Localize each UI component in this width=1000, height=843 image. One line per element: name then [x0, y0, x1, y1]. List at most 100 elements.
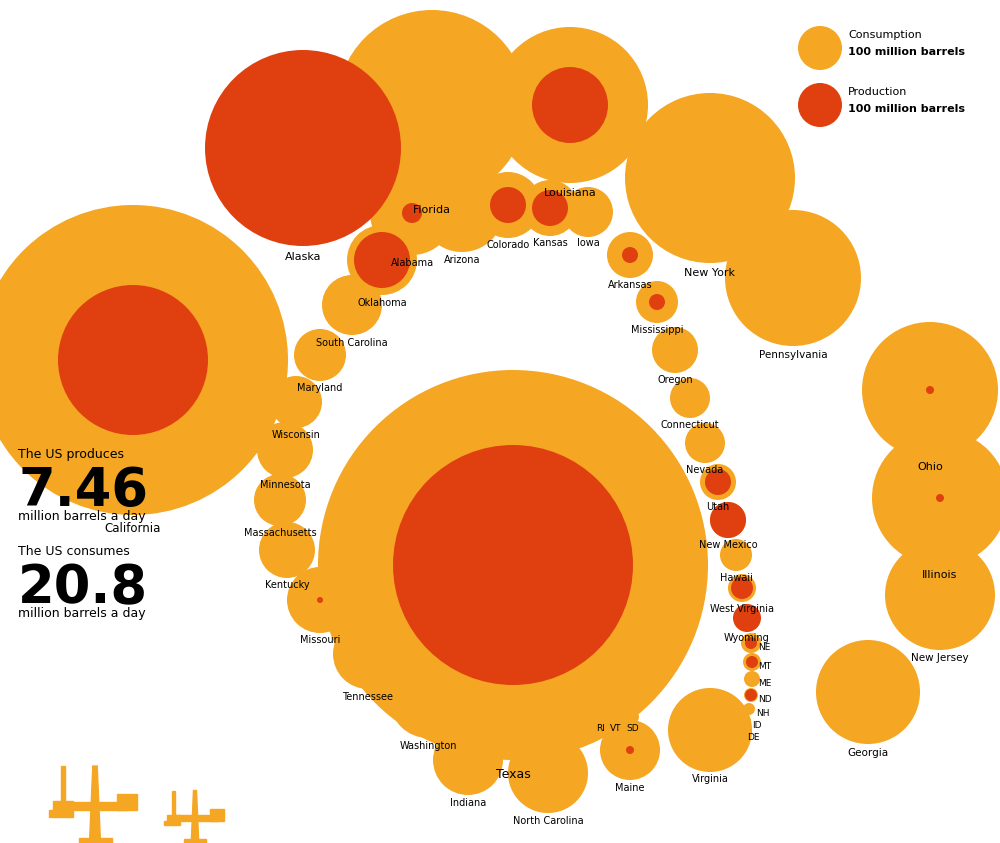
Text: Illinois: Illinois	[922, 570, 958, 580]
Circle shape	[926, 386, 934, 394]
Text: Ohio: Ohio	[917, 462, 943, 472]
Polygon shape	[184, 840, 206, 843]
Circle shape	[745, 637, 757, 649]
Circle shape	[318, 370, 708, 760]
Circle shape	[744, 671, 760, 687]
Circle shape	[720, 539, 752, 571]
Circle shape	[287, 567, 353, 633]
Circle shape	[739, 715, 751, 727]
Polygon shape	[49, 810, 73, 817]
Text: North Carolina: North Carolina	[513, 816, 583, 826]
Circle shape	[705, 469, 731, 495]
Text: Consumption: Consumption	[848, 30, 922, 40]
Text: Connecticut: Connecticut	[661, 420, 719, 430]
Circle shape	[607, 232, 653, 278]
Circle shape	[734, 727, 746, 739]
Text: 7.46: 7.46	[18, 465, 148, 517]
Circle shape	[611, 712, 621, 722]
Text: South Carolina: South Carolina	[316, 338, 388, 348]
Text: Virginia: Virginia	[692, 774, 728, 784]
Text: New York: New York	[684, 268, 736, 278]
Polygon shape	[210, 809, 224, 820]
Circle shape	[347, 225, 417, 295]
Text: Arkansas: Arkansas	[608, 280, 652, 290]
Text: SD: SD	[627, 724, 639, 733]
Circle shape	[685, 423, 725, 463]
Text: million barrels a day: million barrels a day	[18, 607, 146, 620]
Text: West Virginia: West Virginia	[710, 604, 774, 614]
Text: New Mexico: New Mexico	[699, 540, 757, 550]
Circle shape	[259, 522, 315, 578]
Circle shape	[433, 725, 503, 795]
Circle shape	[532, 190, 568, 226]
Text: NH: NH	[756, 709, 770, 718]
Circle shape	[596, 712, 606, 722]
Polygon shape	[78, 837, 112, 843]
Circle shape	[390, 662, 466, 738]
Circle shape	[205, 50, 401, 246]
Text: MT: MT	[758, 662, 771, 671]
Text: Minnesota: Minnesota	[260, 480, 310, 490]
Circle shape	[393, 445, 633, 685]
Circle shape	[733, 604, 761, 632]
Circle shape	[420, 168, 504, 252]
Text: The US consumes: The US consumes	[18, 545, 130, 558]
Text: Iowa: Iowa	[577, 238, 599, 248]
Circle shape	[741, 633, 761, 653]
Text: The US produces: The US produces	[18, 448, 124, 461]
Text: Pennsylvania: Pennsylvania	[759, 350, 827, 360]
Text: Utah: Utah	[706, 502, 730, 512]
Circle shape	[746, 656, 758, 668]
Circle shape	[731, 577, 753, 599]
Polygon shape	[172, 791, 175, 814]
Text: ID: ID	[752, 721, 762, 730]
Circle shape	[492, 27, 648, 183]
Circle shape	[490, 187, 526, 223]
Circle shape	[626, 746, 634, 754]
Text: DE: DE	[747, 733, 760, 742]
Polygon shape	[191, 791, 199, 843]
Circle shape	[710, 502, 746, 538]
Circle shape	[0, 205, 288, 515]
Polygon shape	[166, 814, 180, 820]
Text: NE: NE	[758, 643, 770, 652]
Text: Georgia: Georgia	[847, 748, 889, 758]
Circle shape	[294, 329, 346, 381]
Circle shape	[627, 711, 639, 723]
Circle shape	[600, 720, 660, 780]
Circle shape	[475, 172, 541, 238]
Circle shape	[649, 294, 665, 310]
Circle shape	[744, 688, 758, 702]
Circle shape	[322, 275, 382, 335]
Circle shape	[816, 640, 920, 744]
Circle shape	[728, 574, 756, 602]
Text: 20.8: 20.8	[18, 562, 148, 614]
Text: million barrels a day: million barrels a day	[18, 510, 146, 523]
Text: California: California	[105, 522, 161, 535]
Circle shape	[743, 653, 761, 671]
Circle shape	[354, 232, 410, 288]
Text: Missouri: Missouri	[300, 635, 340, 645]
Polygon shape	[53, 801, 73, 810]
Circle shape	[625, 93, 795, 263]
Text: 100 million barrels: 100 million barrels	[848, 47, 965, 57]
Circle shape	[725, 210, 861, 346]
Circle shape	[563, 187, 613, 237]
Circle shape	[735, 606, 759, 630]
Circle shape	[254, 474, 306, 526]
Text: Arizona: Arizona	[444, 255, 480, 265]
Text: RI: RI	[597, 724, 605, 733]
Text: ND: ND	[758, 695, 772, 704]
Text: Florida: Florida	[413, 205, 451, 215]
Polygon shape	[117, 793, 137, 810]
Text: Louisiana: Louisiana	[544, 188, 596, 198]
Polygon shape	[62, 803, 128, 810]
Text: Wyoming: Wyoming	[724, 633, 770, 643]
Text: Washington: Washington	[399, 741, 457, 751]
Circle shape	[700, 464, 736, 500]
Circle shape	[333, 619, 403, 689]
Circle shape	[743, 703, 755, 715]
Text: Tennessee: Tennessee	[342, 692, 394, 702]
Circle shape	[745, 689, 757, 701]
Circle shape	[710, 502, 746, 538]
